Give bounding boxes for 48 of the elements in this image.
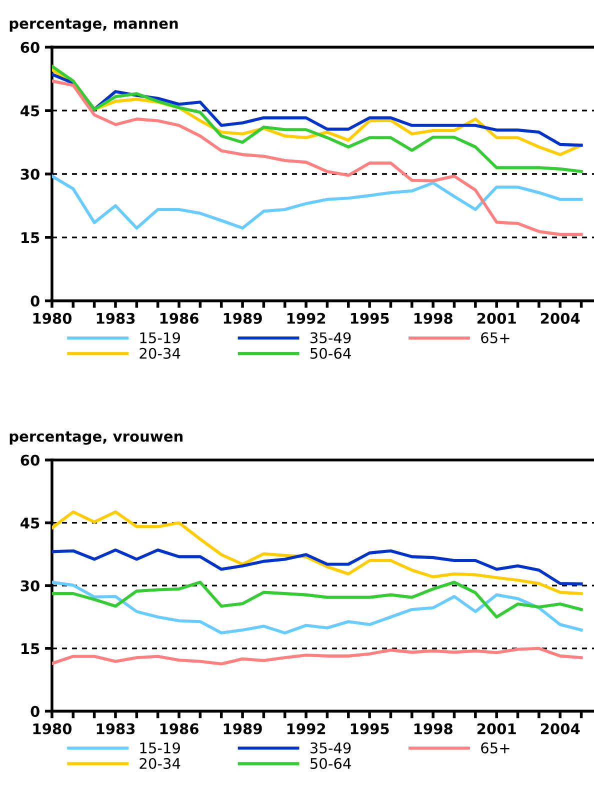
line-series: [52, 548, 583, 586]
y-tick-label: 15: [22, 643, 40, 654]
y-tick-label: 0: [30, 296, 40, 307]
legend-label: 20-34: [140, 348, 180, 359]
x-tick-label: 1989: [224, 312, 262, 324]
x-tick-label: 1995: [350, 723, 389, 734]
x-tick-label: 1986: [160, 723, 199, 734]
line-series: [52, 64, 583, 173]
line-series: [52, 79, 583, 236]
x-tick-label: 1983: [96, 312, 135, 324]
y-tick-label: 30: [20, 168, 40, 180]
y-tick-label: 0: [30, 706, 40, 717]
line-series: [52, 580, 583, 619]
legend-label: 65+: [481, 742, 510, 754]
y-tick-label: 45: [20, 106, 40, 116]
legend-label: 35-49: [310, 742, 351, 754]
x-tick-label: 2001: [477, 312, 516, 324]
y-tick-label: 30: [20, 580, 40, 592]
legend-label: 65+: [481, 332, 510, 344]
x-tick-label: 1980: [33, 312, 72, 324]
legend-label: 50-64: [310, 758, 351, 770]
chart-title: percentage, mannen: [10, 18, 178, 32]
legend-label: 15-19: [140, 332, 180, 344]
x-tick-label: 2004: [540, 723, 580, 734]
x-tick-label: 1992: [287, 312, 326, 324]
x-tick-label: 2004: [540, 312, 580, 324]
x-tick-label: 1983: [96, 723, 135, 734]
chart-title: percentage, vrouwen: [10, 431, 183, 445]
legend-label: 50-64: [310, 348, 351, 359]
line-series: [52, 646, 583, 666]
x-tick-label: 1998: [414, 723, 452, 734]
x-tick-label: 1992: [287, 723, 326, 734]
line-series: [52, 510, 583, 596]
y-tick-label: 45: [20, 518, 40, 529]
y-tick-label: 60: [20, 454, 40, 466]
y-tick-label: 15: [22, 232, 40, 244]
line-series: [52, 174, 583, 230]
x-tick-label: 1986: [160, 312, 199, 324]
x-tick-label: 1998: [414, 312, 452, 324]
x-tick-label: 1989: [224, 723, 262, 734]
line-series: [52, 580, 583, 634]
legend-label: 15-19: [140, 742, 180, 754]
x-tick-label: 2001: [477, 723, 516, 734]
legend-label: 35-49: [310, 332, 351, 344]
x-tick-label: 1995: [350, 312, 389, 324]
y-tick-label: 60: [20, 42, 40, 53]
legend-label: 20-34: [140, 758, 180, 770]
x-tick-label: 1980: [33, 723, 72, 734]
